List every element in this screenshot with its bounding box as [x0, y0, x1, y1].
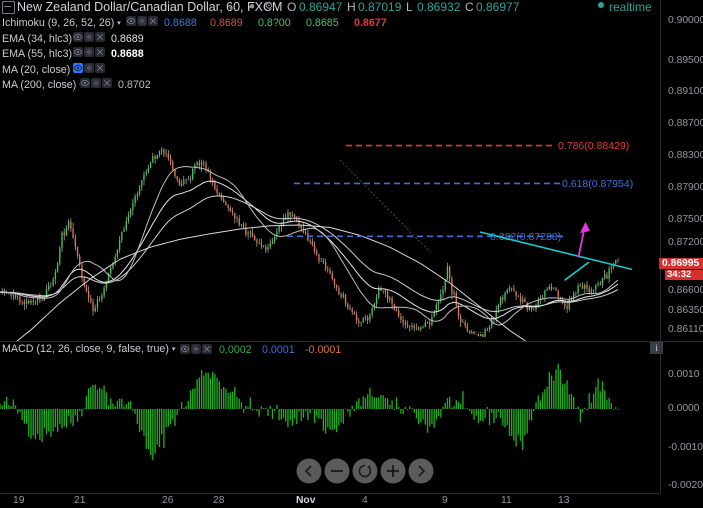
svg-text:0.786(0.88429): 0.786(0.88429): [558, 140, 629, 152]
svg-text:0.618(0.87954): 0.618(0.87954): [562, 178, 633, 190]
